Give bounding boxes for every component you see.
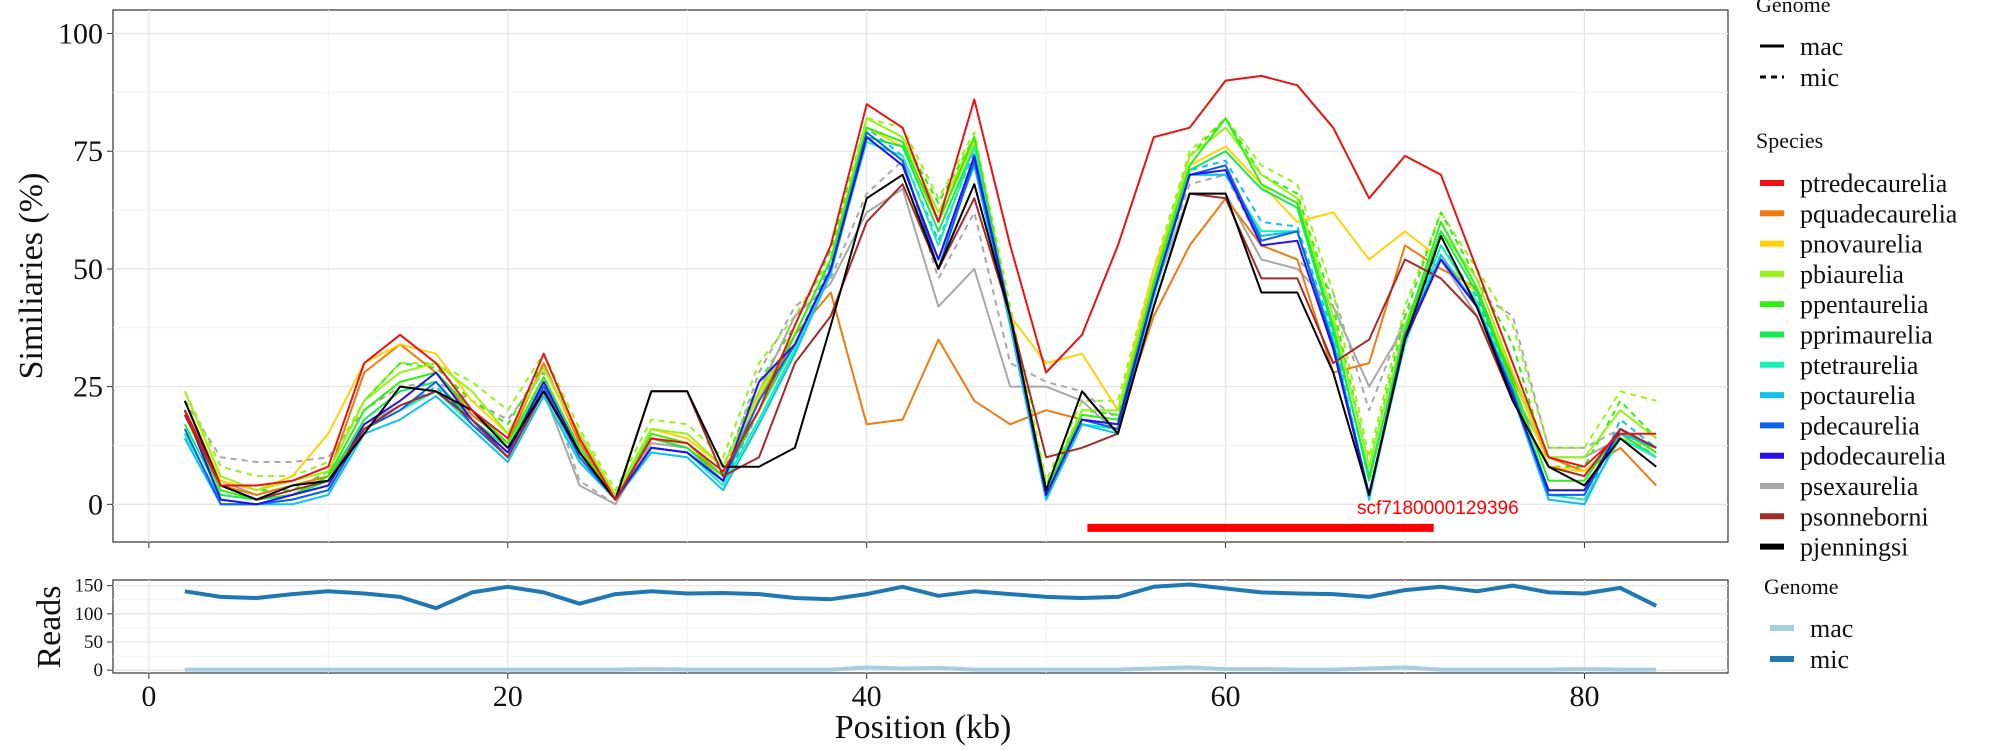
legend-label-psonneborni: psonneborni: [1800, 502, 1929, 531]
similarity-lines: [183, 74, 1657, 506]
series-line-pquadecaurelia-mac: [183, 197, 1657, 501]
series-line-pbiaurelia-mic: [183, 117, 1657, 492]
legend-label-pquadecaurelia: pquadecaurelia: [1800, 199, 1958, 228]
reads-legend-label-mac: mac: [1810, 614, 1853, 643]
genome-legend-mic: mic: [1800, 63, 1839, 92]
species-legend-title: Species: [1756, 128, 1823, 153]
similarity-panel-border: [112, 9, 1729, 543]
x-tick-label: 60: [1211, 680, 1241, 713]
reads-legend-label-mic: mic: [1810, 645, 1849, 674]
legend-label-poctaurelia: poctaurelia: [1800, 381, 1916, 410]
legend-label-pbiaurelia: pbiaurelia: [1800, 260, 1904, 289]
x-tick-label: 0: [141, 680, 156, 713]
reads-line-mac: [184, 665, 1657, 672]
x-axis-ticks: 0 20 40 60 80: [141, 542, 1599, 713]
series-line-ppentaurelia-mac: [183, 117, 1657, 501]
legend-label-pdecaurelia: pdecaurelia: [1800, 411, 1920, 440]
species-legend: Species ptredecaureliapquadecaureliapnov…: [1756, 128, 1958, 562]
series-line-pprimaurelia-mac: [183, 136, 1657, 501]
reads-y-axis-title: Reads: [31, 585, 68, 668]
y-tick-label: 50: [84, 632, 103, 653]
legend-label-ppentaurelia: ppentaurelia: [1800, 290, 1929, 319]
series-line-psonneborni-mac: [183, 183, 1657, 501]
reads-y-ticks: 0 50 100 150: [75, 576, 113, 681]
similarity-y-ticks: 0 25 50 75 100: [58, 18, 113, 521]
reads-lines: [184, 582, 1658, 672]
x-axis-title: Position (kb): [835, 709, 1012, 746]
x-tick-label: 20: [493, 680, 523, 713]
x-tick-label: 80: [1569, 680, 1599, 713]
y-tick-label: 100: [75, 604, 104, 625]
y-tick-label: 50: [73, 253, 103, 286]
series-line-ptredecaurelia-mac: [183, 74, 1657, 501]
similarity-panel: scf7180000129396 0 25 50 75 100 Similiaries …: [13, 9, 1729, 543]
genome-legend-mac: mac: [1800, 32, 1843, 61]
contig-annotation-bar: [1087, 523, 1434, 532]
y-tick-label: 0: [94, 660, 104, 681]
legend-label-pdodecaurelia: pdodecaurelia: [1800, 442, 1946, 471]
series-line-pdodecaurelia-mac: [183, 136, 1657, 506]
legend-label-pjenningsi: pjenningsi: [1800, 533, 1908, 562]
reads-legend-title: Genome: [1764, 574, 1839, 599]
y-tick-label: 75: [73, 135, 103, 168]
genome-legend-title: Genome: [1756, 0, 1831, 17]
y-tick-label: 100: [58, 18, 103, 51]
y-tick-label: 150: [75, 576, 104, 597]
series-line-pjenningsi-mac: [183, 173, 1657, 501]
y-tick-label: 0: [88, 488, 103, 521]
legend-label-psexaurelia: psexaurelia: [1800, 472, 1919, 501]
x-tick-label: 40: [852, 680, 882, 713]
genome-linetype-legend: Genome mac mic: [1756, 0, 1843, 92]
reads-line-mic: [184, 582, 1658, 611]
similarity-y-axis-title: Similiaries (%): [13, 173, 50, 380]
contig-annotation-label: scf7180000129396: [1357, 498, 1519, 519]
legend-label-ptetraurelia: ptetraurelia: [1800, 351, 1919, 380]
legend-label-ptredecaurelia: ptredecaurelia: [1800, 169, 1948, 198]
reads-panel: 0 50 100 150 Reads: [31, 576, 1729, 681]
legend-label-pnovaurelia: pnovaurelia: [1800, 230, 1923, 259]
y-tick-label: 25: [73, 371, 103, 404]
legend-label-pprimaurelia: pprimaurelia: [1800, 321, 1933, 350]
